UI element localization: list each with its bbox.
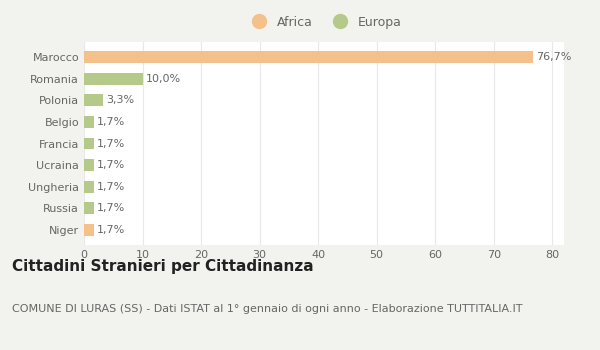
Bar — [84, 181, 94, 192]
Text: Cittadini Stranieri per Cittadinanza: Cittadini Stranieri per Cittadinanza — [12, 259, 314, 274]
Legend: Africa, Europa: Africa, Europa — [242, 11, 406, 34]
Bar — [84, 159, 94, 171]
Text: 1,7%: 1,7% — [97, 182, 125, 192]
Bar — [84, 94, 103, 106]
Bar — [84, 224, 94, 236]
Text: 1,7%: 1,7% — [97, 203, 125, 213]
Text: 76,7%: 76,7% — [536, 52, 571, 62]
Text: 3,3%: 3,3% — [106, 95, 134, 105]
Text: 1,7%: 1,7% — [97, 117, 125, 127]
Bar — [84, 202, 94, 214]
Bar — [84, 138, 94, 149]
Bar — [84, 73, 143, 85]
Text: 1,7%: 1,7% — [97, 225, 125, 235]
Text: 1,7%: 1,7% — [97, 160, 125, 170]
Text: COMUNE DI LURAS (SS) - Dati ISTAT al 1° gennaio di ogni anno - Elaborazione TUTT: COMUNE DI LURAS (SS) - Dati ISTAT al 1° … — [12, 304, 523, 315]
Text: 1,7%: 1,7% — [97, 139, 125, 148]
Bar — [84, 51, 533, 63]
Text: 10,0%: 10,0% — [145, 74, 181, 84]
Bar — [84, 116, 94, 128]
